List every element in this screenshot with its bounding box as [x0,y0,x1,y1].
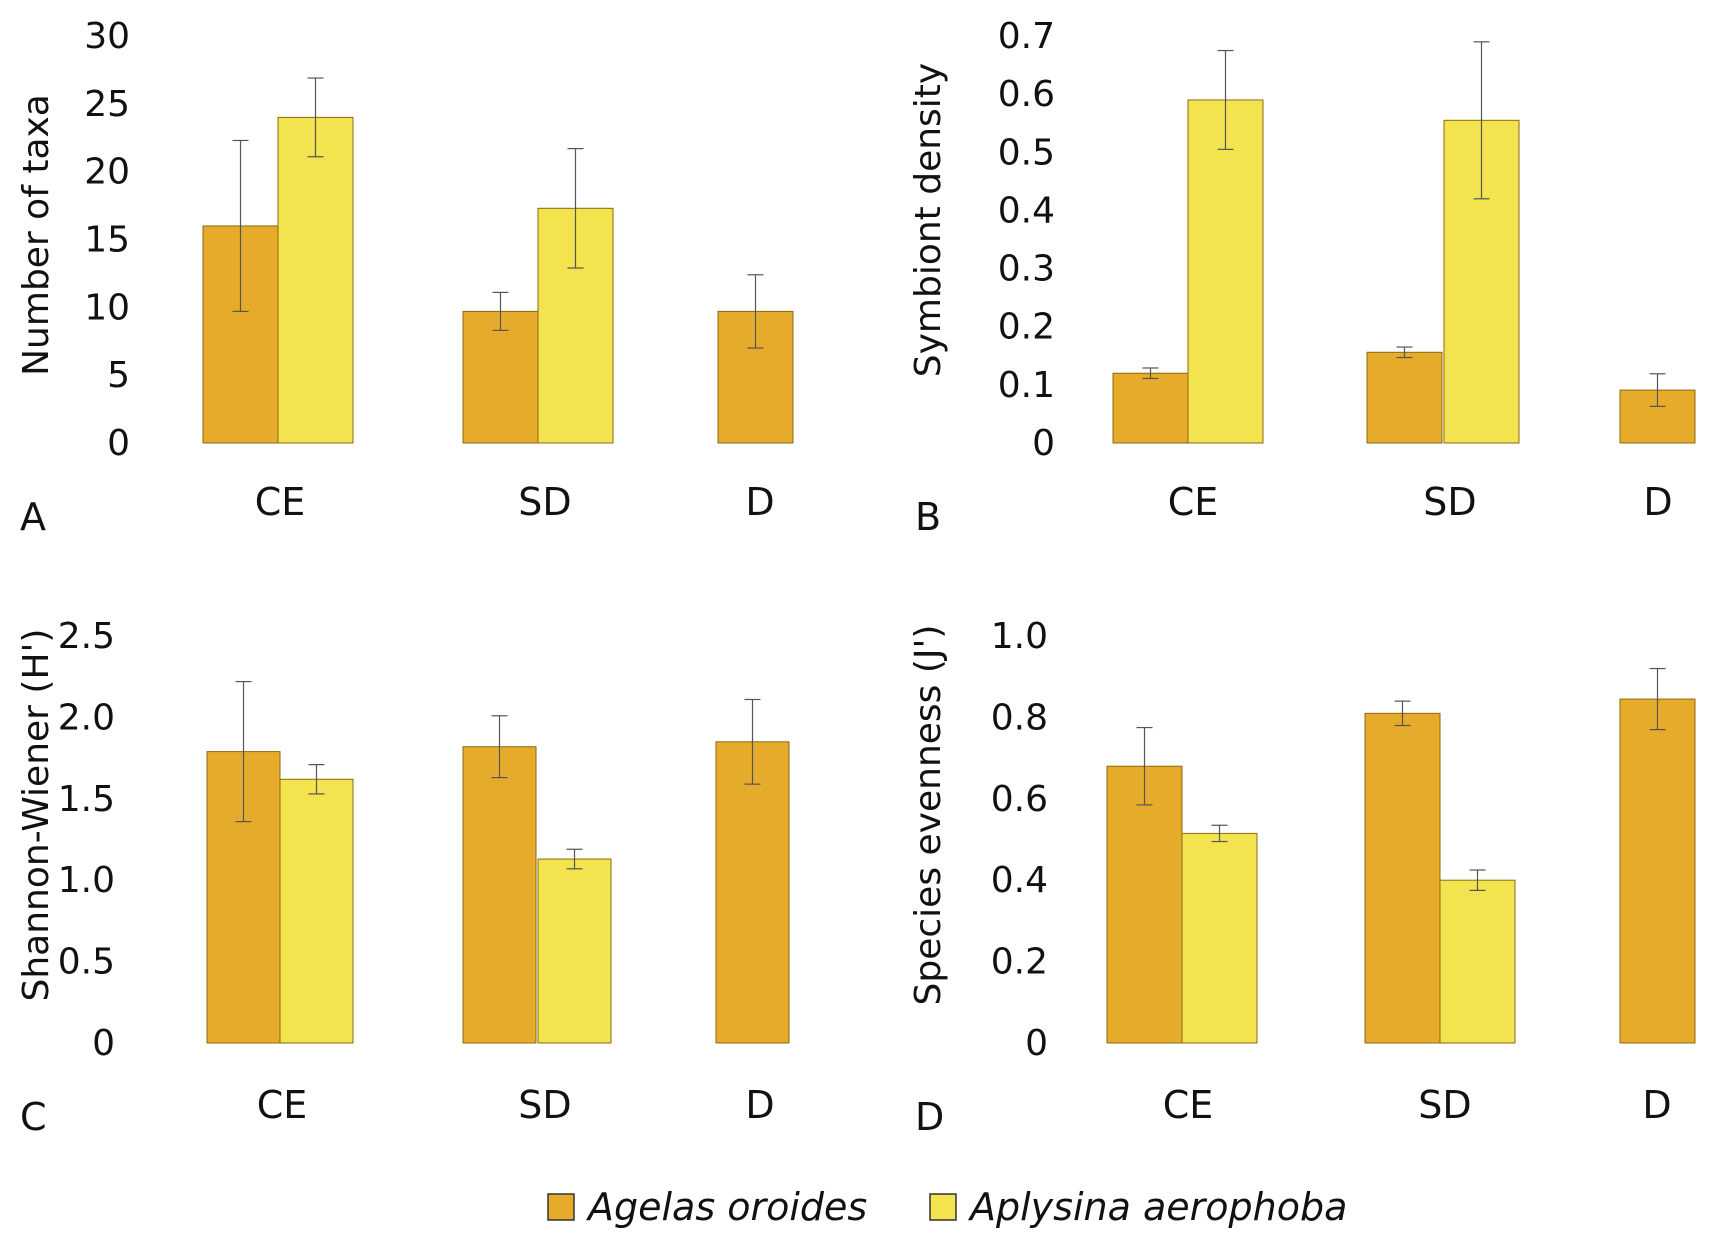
chart-panel-d: 0 0.2 0.4 0.6 0.8 1.0 Species evenness (J') D CE… [908,616,1696,1139]
bar-aplysina [1187,99,1264,444]
panel-letter: B [915,495,941,539]
category-label: CE [257,1083,308,1127]
bar-agelas [1106,765,1183,1044]
panel-letter: D [915,1095,944,1139]
bar-agelas [462,310,539,444]
y-tick-label: 0.5 [58,942,115,983]
panel-letter: A [20,495,46,539]
y-tick-label: 0.5 [998,132,1055,173]
bar-aplysina [537,858,612,1044]
chart-panel-a: 0 5 10 15 20 25 30 Number of taxa A CE SD D [16,16,794,539]
bar-agelas [462,746,537,1044]
y-tick-label: 1.5 [58,779,115,820]
y-tick-label: 0 [92,1023,115,1064]
y-tick-label: 0.6 [998,74,1055,115]
bar-aplysina [1181,832,1258,1044]
y-tick-label: 10 [84,287,130,328]
category-label: SD [518,1083,571,1127]
y-tick-label: 0 [1032,423,1055,464]
y-tick-label: 0.8 [991,697,1048,738]
category-label: CE [255,480,306,524]
panel-letter: C [20,1095,47,1139]
y-tick-label: 0.2 [998,307,1055,348]
bar-aplysina [1439,879,1516,1044]
y-tick-label: 25 [84,84,130,125]
category-label: D [745,1083,774,1127]
bar-aplysina [279,778,354,1044]
y-tick-label: 15 [84,220,130,261]
y-tick-label: 0.1 [998,365,1055,406]
category-label: D [1643,480,1672,524]
y-tick-label: 20 [84,152,130,193]
y-axis-label: Number of taxa [16,94,57,376]
bar-agelas [1112,372,1189,444]
bar-agelas [1619,698,1696,1044]
y-tick-label: 0.3 [998,249,1055,290]
legend: Agelas oroides Aplysina aerophoba [547,1185,1347,1229]
y-axis-label: Species evenness (J') [908,625,949,1006]
y-tick-label: 2.5 [58,616,115,657]
legend-label-agelas: Agelas oroides [585,1185,867,1229]
category-label: D [1642,1083,1671,1127]
category-label: SD [1418,1083,1471,1127]
legend-label-aplysina: Aplysina aerophoba [967,1185,1347,1229]
y-tick-label: 0.6 [991,779,1048,820]
y-tick-label: 1.0 [58,860,115,901]
legend-swatch-aplysina [929,1193,957,1221]
y-tick-label: 5 [107,355,130,396]
y-tick-label: 0.4 [998,190,1055,231]
y-tick-label: 0 [107,423,130,464]
y-tick-label: 0 [1025,1023,1048,1064]
bar-agelas [1366,351,1443,444]
y-tick-label: 30 [84,16,130,57]
y-tick-label: 2.0 [58,697,115,738]
y-tick-label: 1.0 [991,616,1048,657]
y-tick-label: 0.2 [991,942,1048,983]
category-label: CE [1163,1083,1214,1127]
category-label: D [745,480,774,524]
bar-agelas [1364,712,1441,1044]
chart-panel-b: 0 0.1 0.2 0.3 0.4 0.5 0.6 0.7 Symbiont density B C… [908,16,1696,539]
category-label: SD [518,480,571,524]
y-tick-label: 0.7 [998,16,1055,57]
y-axis-label: Shannon-Wiener (H') [16,629,57,1002]
bar-aplysina [277,116,354,444]
y-axis-label: Symbiont density [908,63,949,377]
y-tick-label: 0.4 [991,860,1048,901]
category-label: CE [1168,480,1219,524]
bar-agelas [715,741,790,1044]
category-label: SD [1423,480,1476,524]
legend-swatch-agelas [547,1193,575,1221]
